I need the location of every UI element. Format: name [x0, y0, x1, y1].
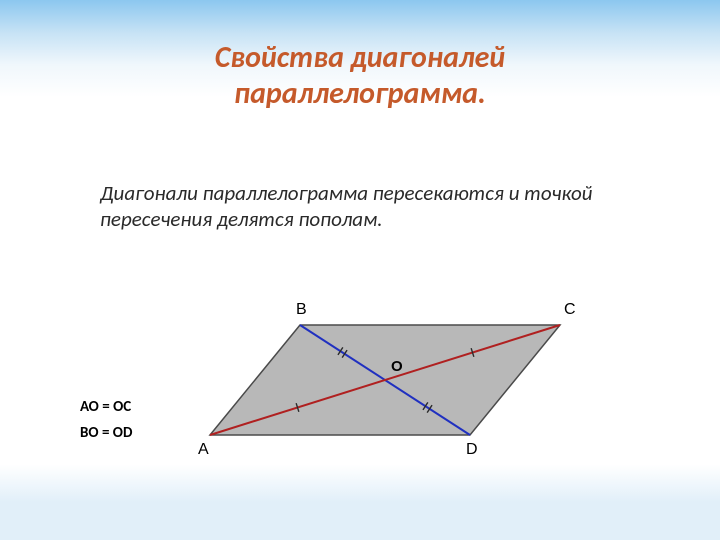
vertex-label-b: B [296, 301, 307, 319]
slide: Свойства диагоналей параллелограмма. Диа… [0, 0, 720, 540]
slide-subtitle: Диагонали параллелограмма пересекаются и… [100, 180, 620, 233]
equality-bo-od: ВО = ОD [80, 421, 132, 447]
parallelogram-diagram: A B C D O [200, 295, 580, 495]
center-label-o: O [391, 358, 403, 375]
vertex-label-a: A [198, 441, 209, 459]
title-line-1: Свойства диагоналей [215, 39, 506, 76]
equality-ao-oc: АО = ОС [80, 395, 132, 421]
title-line-2: параллелограмма. [234, 75, 486, 112]
vertex-label-c: C [564, 301, 576, 319]
vertex-label-d: D [466, 441, 478, 459]
diagram-svg [200, 295, 580, 495]
slide-title: Свойства диагоналей параллелограмма. [0, 40, 720, 112]
equalities-block: АО = ОС ВО = ОD [80, 395, 132, 446]
